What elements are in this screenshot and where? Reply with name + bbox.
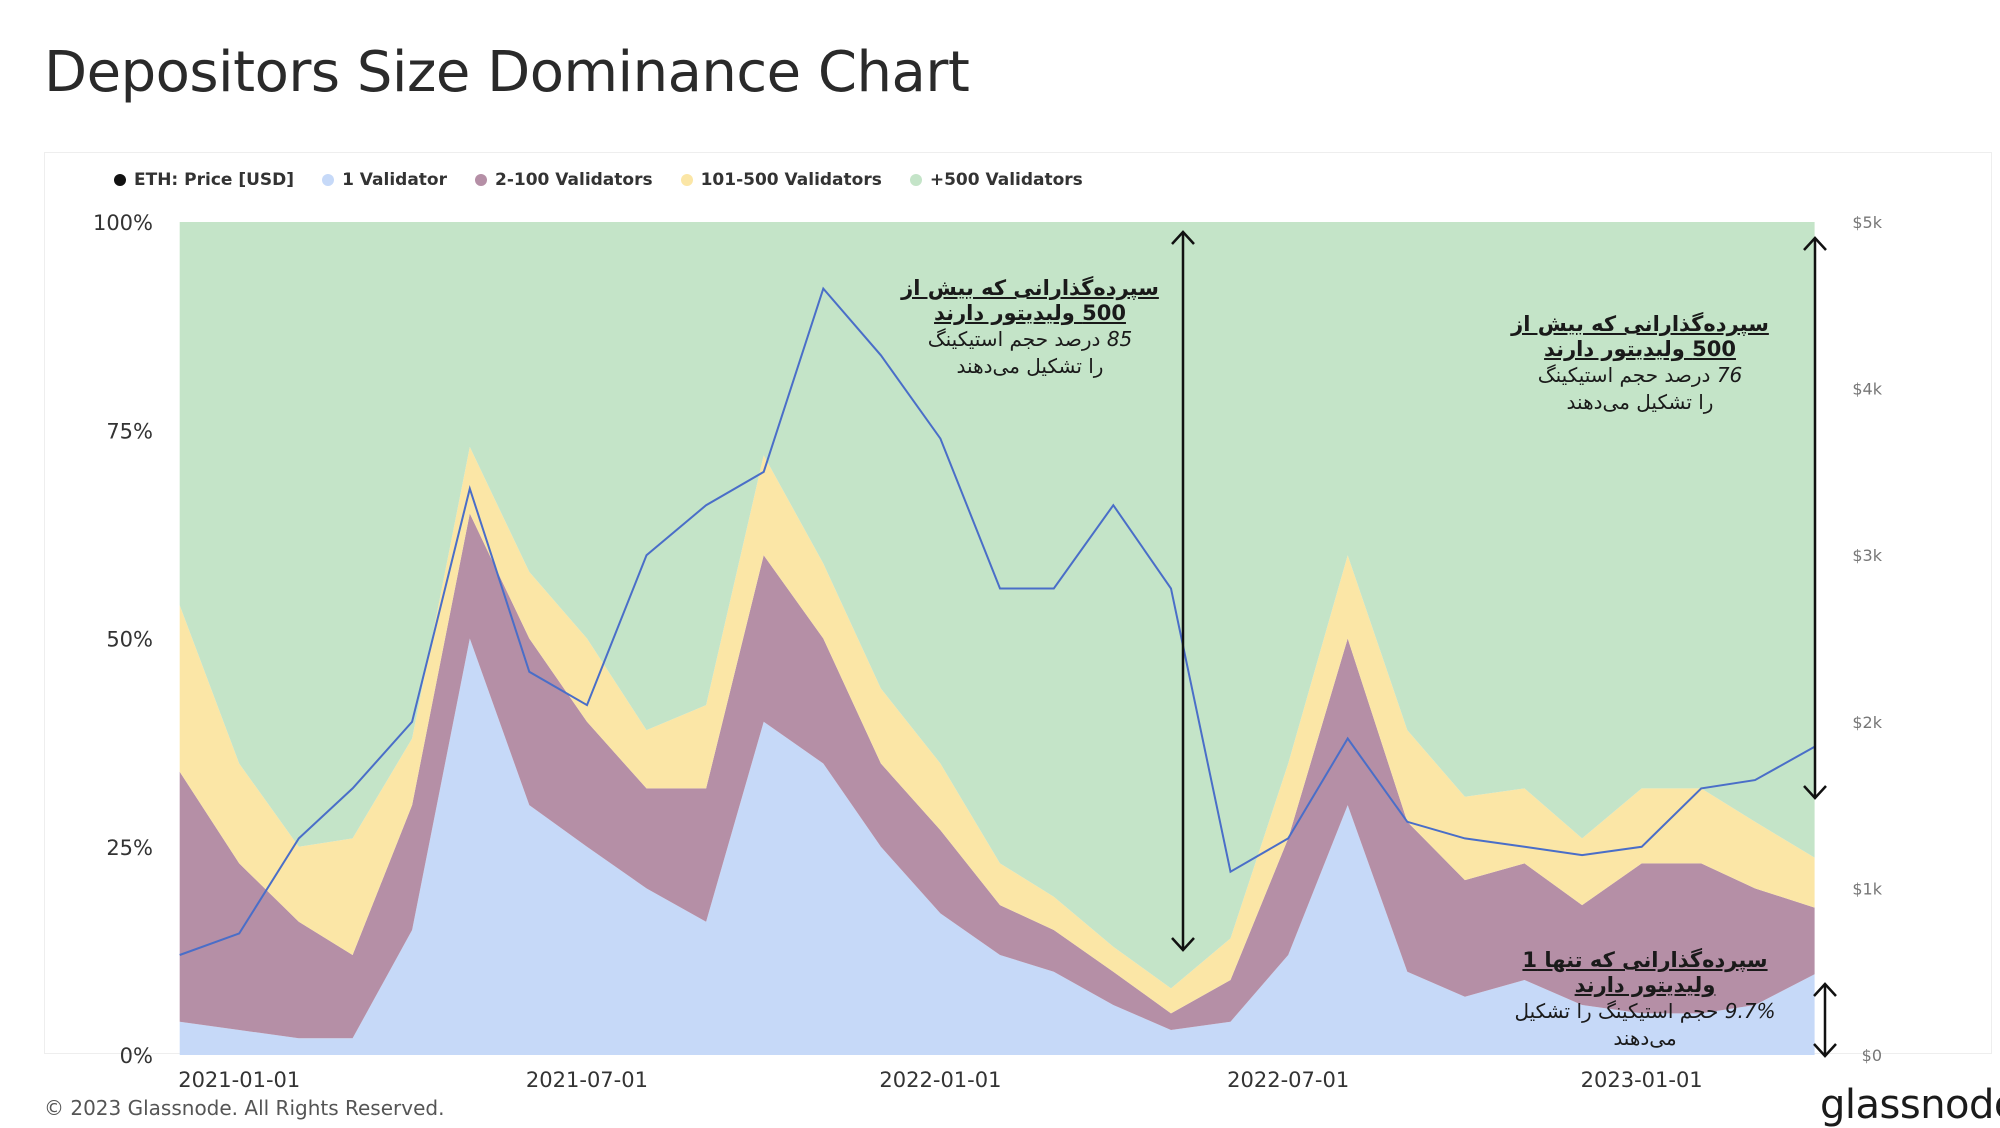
legend-label: 1 Validator <box>342 170 447 190</box>
y-left-tick-label: 25% <box>106 836 153 860</box>
y-right-tick-label: $2k <box>1852 713 1882 732</box>
annotation-bottom-right: سپرده‌گذارانی که تنها 1 ولیدیتور دارند 9… <box>1500 948 1790 1052</box>
annotation-number: 9.7% <box>1724 999 1776 1023</box>
x-tick-label: 2022-07-01 <box>1227 1068 1349 1092</box>
y-left-tick-label: 75% <box>106 419 153 443</box>
legend-dot <box>475 174 487 186</box>
annotation-arrow-left-head-top <box>1171 230 1195 245</box>
annotation-line-2: را تشکیل می‌دهند <box>1566 390 1714 414</box>
annotation-number: 85 <box>1106 327 1133 351</box>
annotation-body: 9.7% حجم استیکینگ را تشکیل <box>1500 998 1790 1025</box>
area-101-500-validators <box>179 446 1815 1014</box>
legend-dot <box>680 174 693 186</box>
legend-item-eth-price[interactable]: ETH: Price [USD] <box>114 170 294 190</box>
area--500-validators <box>179 222 1815 989</box>
y-right-tick-label: $0 <box>1862 1046 1882 1065</box>
y-right-tick-label: $4k <box>1852 380 1882 399</box>
annotation-heading: سپرده‌گذارانی که بیش از 500 ولیدیتور دار… <box>901 276 1159 325</box>
annotation-body: 85 درصد حجم استیکینگ <box>880 326 1180 353</box>
y-right-tick-label: $5k <box>1852 213 1882 232</box>
area-2-100-validators <box>179 513 1815 1039</box>
y-left-tick-label: 0% <box>120 1044 153 1068</box>
annotation-top-right: سپرده‌گذارانی که بیش از 500 ولیدیتور دار… <box>1490 312 1790 416</box>
annotation-line: درصد حجم استیکینگ <box>1537 363 1711 387</box>
annotation-line-2: را تشکیل می‌دهند <box>956 354 1104 378</box>
annotation-arrow-right-bottom-head-top <box>1813 982 1837 997</box>
legend-dot <box>909 174 922 186</box>
x-tick-label: 2022-01-01 <box>879 1068 1001 1092</box>
legend-label: ETH: Price [USD] <box>134 170 295 190</box>
annotation-top-left: سپرده‌گذارانی که بیش از 500 ولیدیتور دار… <box>880 276 1180 380</box>
y-right-tick-label: $3k <box>1852 546 1882 565</box>
annotation-body: 76 درصد حجم استیکینگ <box>1490 362 1790 389</box>
legend-dot <box>322 174 335 186</box>
annotation-arrow-right-bottom-head-bottom <box>1813 1043 1837 1058</box>
legend-item-2-100-validators[interactable]: 2-100 Validators <box>475 170 653 190</box>
annotation-arrow-right-top-head-bottom <box>1803 785 1827 800</box>
legend-label: +500 Validators <box>929 170 1083 190</box>
annotation-line: حجم استیکینگ را تشکیل <box>1514 999 1719 1023</box>
copyright-text: © 2023 Glassnode. All Rights Reserved. <box>44 1096 445 1120</box>
legend-label: 2-100 Validators <box>495 170 653 190</box>
chart-legend: ETH: Price [USD] 1 Validator 2-100 Valid… <box>114 170 1083 190</box>
annotation-heading: سپرده‌گذارانی که تنها 1 ولیدیتور دارند <box>1522 948 1768 997</box>
annotation-arrow-left-head-bottom <box>1171 937 1195 952</box>
eth-price-line <box>179 286 1816 956</box>
annotation-number: 76 <box>1716 363 1743 387</box>
y-right-tick-label: $1k <box>1852 879 1882 898</box>
legend-item-500-plus-validators[interactable]: +500 Validators <box>909 170 1083 190</box>
glassnode-logo: glassnode <box>1820 1082 2000 1128</box>
annotation-line-2: می‌دهند <box>1613 1026 1677 1050</box>
page-title: Depositors Size Dominance Chart <box>44 40 970 105</box>
y-left-tick-label: 50% <box>106 628 153 652</box>
area-1-validator <box>179 638 1815 1055</box>
legend-item-101-500-validators[interactable]: 101-500 Validators <box>680 170 882 190</box>
legend-item-1-validator[interactable]: 1 Validator <box>322 170 447 190</box>
annotation-heading: سپرده‌گذارانی که بیش از 500 ولیدیتور دار… <box>1511 312 1769 361</box>
annotation-arrow-right-top-head-top <box>1803 236 1827 251</box>
x-tick-label: 2023-01-01 <box>1581 1068 1703 1092</box>
x-tick-label: 2021-07-01 <box>526 1068 648 1092</box>
x-tick-label: 2021-01-01 <box>178 1068 300 1092</box>
legend-dot <box>114 174 126 186</box>
legend-label: 101-500 Validators <box>700 170 882 190</box>
y-left-tick-label: 100% <box>93 211 153 235</box>
annotation-line: درصد حجم استیکینگ <box>927 327 1101 351</box>
